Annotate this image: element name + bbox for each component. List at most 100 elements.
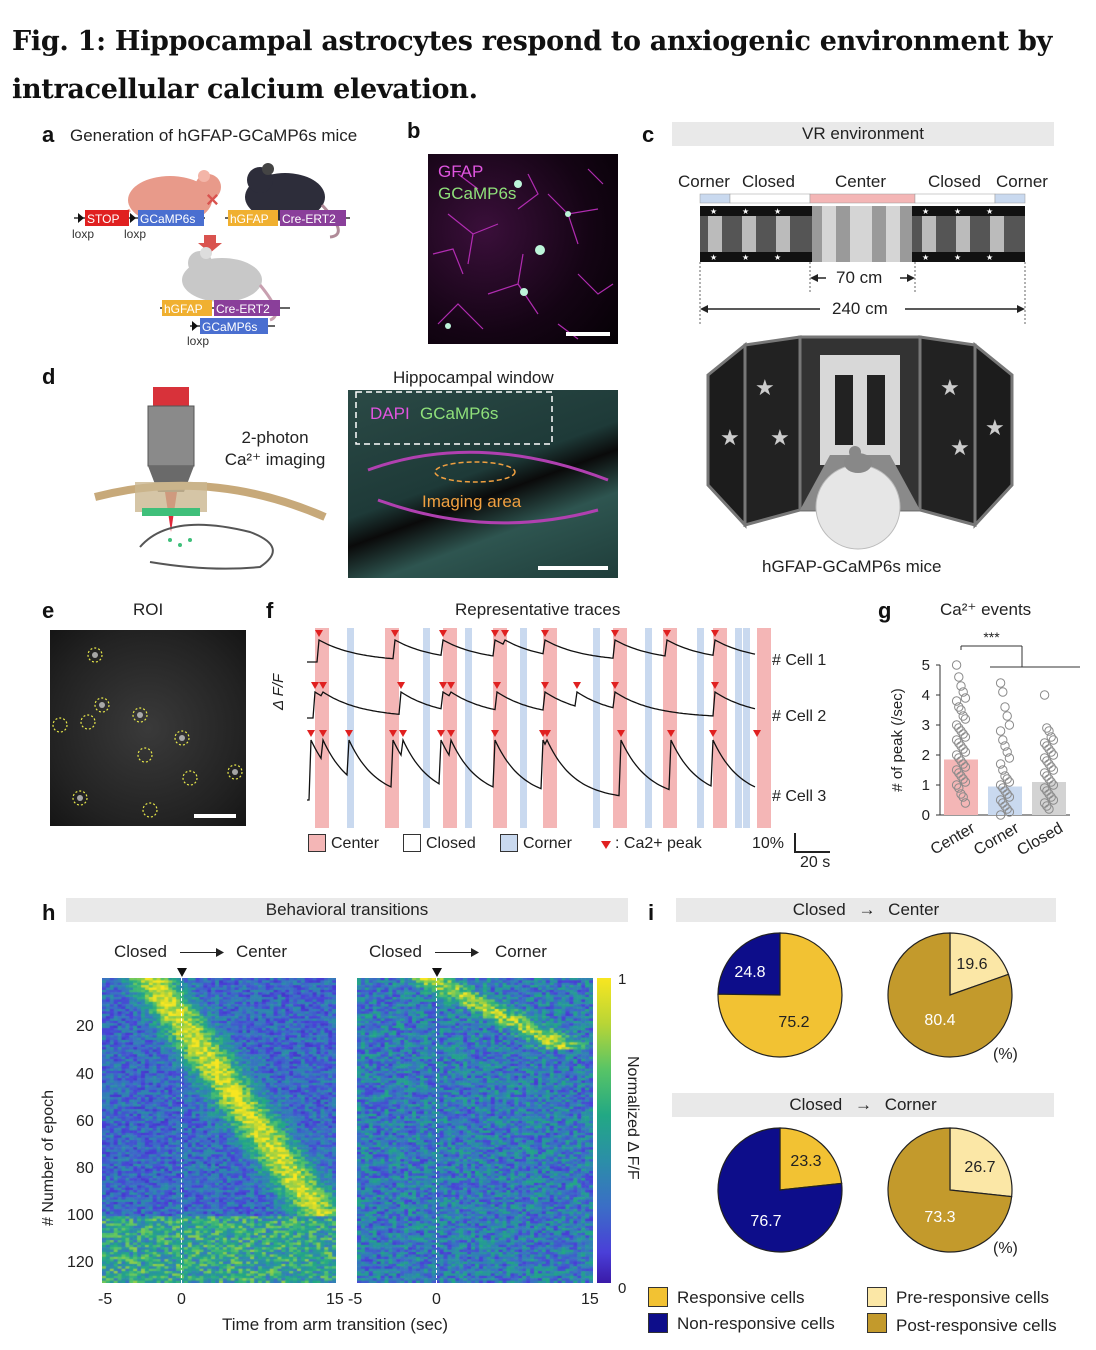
data-point bbox=[954, 783, 964, 793]
traces-title: Representative traces bbox=[455, 600, 621, 619]
left-to-label: Center bbox=[236, 942, 288, 961]
y-tick-label: 3 bbox=[922, 717, 930, 734]
cell-2-label: # Cell 2 bbox=[772, 708, 827, 725]
time-xlabel: Time from arm transition (sec) bbox=[222, 1315, 449, 1334]
data-point bbox=[1004, 777, 1015, 787]
peak-marker bbox=[491, 730, 499, 737]
gfap-label: GFAP bbox=[438, 162, 484, 181]
pie-slice bbox=[949, 1127, 1013, 1198]
ytick-120: 120 bbox=[67, 1254, 94, 1271]
data-point bbox=[954, 672, 964, 682]
pie-slice bbox=[887, 932, 1013, 1058]
pie-value-label: 26.7 bbox=[964, 1159, 995, 1176]
panel-label-h: h bbox=[42, 900, 56, 925]
xtick-left-15: 15 bbox=[326, 1291, 344, 1308]
scale-y-label: 10% bbox=[752, 835, 785, 852]
zone-label-corner-right: Corner bbox=[996, 172, 1048, 191]
legend-corner-label: Corner bbox=[523, 835, 572, 852]
legend-post-responsive-swatch bbox=[867, 1313, 887, 1333]
vr-environment-header: VR environment bbox=[672, 122, 1054, 146]
dapi-label: DAPI bbox=[370, 404, 410, 423]
corner-epoch-shade bbox=[735, 628, 742, 828]
data-point bbox=[954, 702, 964, 712]
svg-text:★: ★ bbox=[922, 253, 929, 262]
peak-marker bbox=[617, 730, 625, 737]
significance-label: *** bbox=[983, 629, 1000, 645]
y-tick-label: 5 bbox=[922, 657, 930, 674]
data-point bbox=[960, 762, 971, 772]
percent-note-1: (%) bbox=[993, 1046, 1018, 1063]
svg-text:loxp: loxp bbox=[72, 227, 94, 241]
pie-value-label: 80.4 bbox=[924, 1012, 955, 1029]
xtick-left-0: 0 bbox=[177, 1291, 186, 1308]
legend-center-swatch bbox=[308, 834, 326, 852]
peak-marker bbox=[541, 682, 549, 689]
data-point bbox=[956, 741, 966, 751]
data-point bbox=[1042, 756, 1052, 766]
cell-1-label: # Cell 1 bbox=[772, 652, 827, 669]
pie-value-label: 75.2 bbox=[778, 1014, 809, 1031]
peak-marker bbox=[319, 730, 327, 737]
svg-text:hGFAP: hGFAP bbox=[164, 302, 203, 316]
peak-marker bbox=[447, 730, 455, 737]
svg-text:★: ★ bbox=[922, 207, 929, 216]
legend-center-label: Center bbox=[331, 835, 380, 852]
data-point bbox=[956, 705, 966, 715]
svg-text:★: ★ bbox=[954, 253, 961, 262]
vr-track-diagram: ★ ★ ★ ★ ★ ★ ★ ★ ★ ★ ★ ★ bbox=[699, 193, 1026, 324]
x-tick-label-center: Center bbox=[928, 819, 979, 858]
imaging-label-line1: 2-photon bbox=[241, 428, 309, 447]
x-tick-label-closed: Closed bbox=[1014, 820, 1066, 860]
peak-marker bbox=[439, 630, 447, 637]
data-point bbox=[956, 726, 966, 736]
data-point bbox=[1002, 747, 1012, 757]
corner-epoch-shade bbox=[423, 628, 430, 828]
cell-trace-1 bbox=[307, 638, 756, 663]
panel-label-i: i bbox=[648, 900, 655, 925]
hippocampal-window-micrograph: DAPI GCaMP6s Imaging area bbox=[348, 390, 618, 578]
pie-value-label: 24.8 bbox=[734, 964, 765, 981]
data-point bbox=[998, 765, 1008, 775]
colorbar-max-label: 1 bbox=[618, 971, 627, 988]
peak-marker bbox=[709, 730, 717, 737]
data-point bbox=[1042, 786, 1052, 796]
corner-epoch-shade bbox=[347, 628, 354, 828]
svg-text:★: ★ bbox=[774, 207, 781, 216]
peak-marker bbox=[491, 630, 499, 637]
center-epoch-shade bbox=[757, 628, 771, 828]
data-point bbox=[956, 771, 966, 781]
ytick-100: 100 bbox=[67, 1207, 94, 1224]
panel-label-d: d bbox=[42, 364, 56, 389]
data-point bbox=[1039, 738, 1050, 748]
data-point bbox=[995, 795, 1006, 805]
zone-label-closed-left: Closed bbox=[742, 172, 795, 191]
peak-marker bbox=[493, 682, 501, 689]
svg-text:GCaMP6s: GCaMP6s bbox=[140, 212, 195, 226]
data-point bbox=[1042, 723, 1052, 733]
peak-marker bbox=[437, 730, 445, 737]
ca-events-title: Ca²⁺ events bbox=[940, 600, 1032, 619]
center-epoch-shade bbox=[443, 628, 457, 828]
down-arrow-icon bbox=[198, 235, 222, 253]
peak-marker bbox=[611, 682, 619, 689]
legend-non-responsive-label: Non-responsive cells bbox=[677, 1314, 835, 1333]
legend-peak-label: : Ca2+ peak bbox=[615, 835, 702, 852]
svg-text:loxp: loxp bbox=[124, 227, 146, 241]
data-point bbox=[1046, 747, 1056, 757]
svg-text:★: ★ bbox=[950, 436, 970, 461]
data-point bbox=[951, 660, 962, 670]
roi-title: ROI bbox=[133, 600, 164, 619]
svg-text:★: ★ bbox=[742, 253, 749, 262]
data-point bbox=[1044, 804, 1054, 814]
ytick-40: 40 bbox=[76, 1066, 94, 1083]
data-point bbox=[1000, 771, 1010, 781]
data-point bbox=[998, 735, 1008, 745]
corner-epoch-shade bbox=[465, 628, 472, 828]
svg-text:★: ★ bbox=[986, 253, 993, 262]
peak-marker bbox=[345, 730, 353, 737]
data-point bbox=[1039, 798, 1050, 808]
data-point bbox=[954, 723, 964, 733]
data-point bbox=[1048, 750, 1059, 760]
peak-marker bbox=[501, 630, 509, 637]
svg-text:STOP: STOP bbox=[87, 212, 119, 226]
